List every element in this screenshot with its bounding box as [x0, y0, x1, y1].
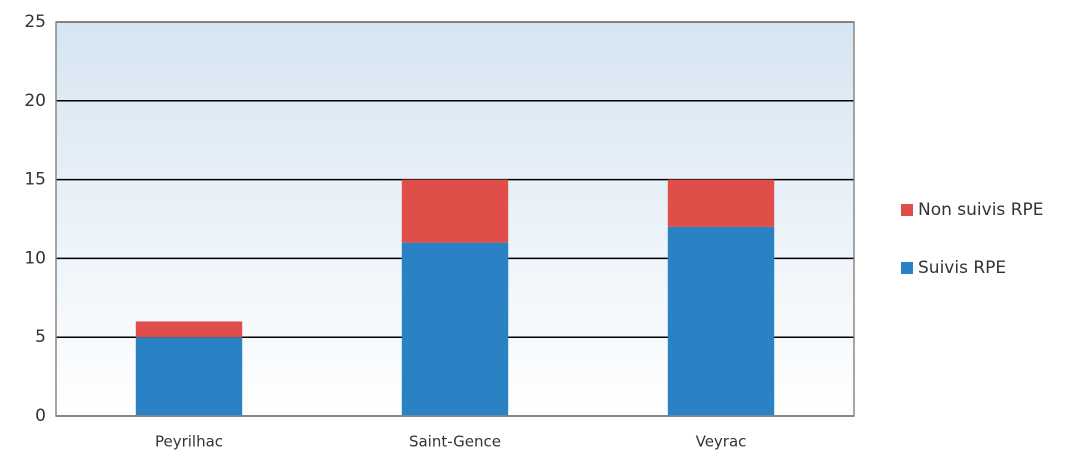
x-tick-label: Veyrac — [696, 433, 747, 451]
x-tick-label: Peyrilhac — [155, 433, 223, 451]
y-tick-label: 20 — [24, 91, 46, 111]
bar-segment — [401, 242, 509, 416]
legend-label: Suivis RPE — [918, 258, 1006, 278]
bar-segment — [401, 179, 509, 243]
x-tick-label: Saint-Gence — [409, 433, 501, 451]
bar-segment — [135, 337, 243, 416]
y-tick-label: 25 — [24, 12, 46, 32]
bar-segment — [135, 321, 243, 338]
y-tick-label: 5 — [35, 327, 46, 347]
y-tick-label: 15 — [24, 170, 46, 190]
bar-segment — [667, 226, 775, 416]
y-tick-label: 0 — [35, 406, 46, 426]
legend-label: Non suivis RPE — [918, 200, 1044, 220]
plot-border — [55, 21, 855, 417]
bar-segment — [667, 179, 775, 227]
legend-swatch — [901, 204, 913, 216]
y-tick-label: 10 — [24, 248, 46, 268]
legend-swatch — [901, 262, 913, 274]
